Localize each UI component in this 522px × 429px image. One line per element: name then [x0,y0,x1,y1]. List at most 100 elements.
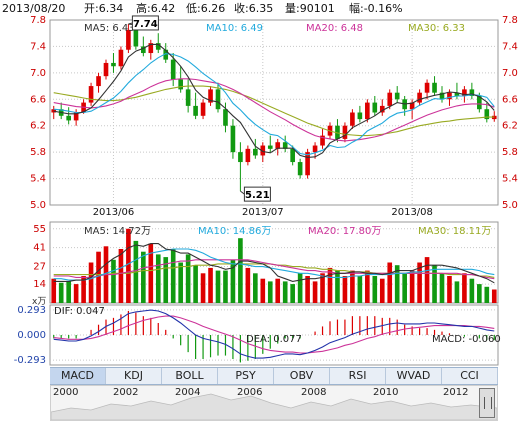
price-ma5-label: MA5: 6.43 [84,23,135,34]
volume-bar [253,273,258,303]
volume-bar [88,262,94,303]
volume-bar [282,281,288,303]
annotation-label: 7.74 [133,19,158,30]
volume-bar [163,257,169,303]
volume-ma10-line [53,248,495,281]
candle-up [88,86,94,103]
volume-bar [417,262,422,303]
timeline-navigator[interactable]: 2000 2002 2004 2006 2008 2010 2012 [50,385,498,421]
volume-tick-label: 14 [33,279,46,290]
timeline-year: 2010 [373,387,399,398]
candle-up [96,76,101,87]
macd-value-label: MACD: -0.060 [432,334,501,345]
price-tick-label: 6.6 [30,94,46,105]
volume-bar [238,238,243,303]
candle-up [148,43,154,54]
price-tick-label: 7.0 [30,68,46,79]
volume-ma20-label: MA20: 17.80万 [308,226,381,237]
volume-bar [424,257,430,303]
tab-boll[interactable]: BOLL [162,368,218,384]
candle-down [372,102,378,113]
price-ma10-line [53,53,495,156]
price-tick-label: 5.8 [30,147,46,158]
candle-up [275,142,281,149]
volume-bar [312,281,318,303]
candle-up [118,49,124,67]
price-month-label: 2013/06 [93,207,135,218]
volume-bar [477,284,482,303]
price-tick-label-right: 5.4 [502,174,518,185]
volume-bar [320,273,325,303]
tab-wvad[interactable]: WVAD [386,368,442,384]
timeline-drag-handle[interactable] [479,388,495,418]
volume-bar [170,249,176,303]
volume-bar [335,270,340,303]
candle-up [200,102,206,116]
volume-bar [193,265,198,303]
tab-psy[interactable]: PSY [218,368,274,384]
candle-down [432,82,437,93]
volume-bar [469,278,475,303]
candle-down [163,49,169,60]
price-panel [49,19,499,206]
tab-obv[interactable]: OBV [274,368,330,384]
volume-bar [58,282,64,303]
price-tick-label-right: 6.2 [502,121,518,132]
candle-down [335,125,340,139]
volume-bar [447,276,452,303]
annotation-leader [128,22,133,25]
volume-bar [81,276,86,303]
candle-down [297,162,303,176]
price-ma10-label: MA10: 6.49 [206,23,263,34]
volume-bar [372,276,378,303]
volume-ma5-line [53,243,495,284]
candle-down [230,125,236,153]
volume-bar [230,259,236,303]
volume-tick-label: 27 [33,262,46,273]
candle-up [208,89,213,103]
volume-bar [208,267,213,303]
price-tick-label: 7.4 [30,41,46,52]
candle-up [320,135,325,146]
tab-rsi[interactable]: RSI [330,368,386,384]
candle-up [387,92,393,106]
candle-down [223,109,228,126]
volume-bar [66,281,71,303]
timeline-year: 2006 [237,387,263,398]
header-field: 量:90101 [285,2,335,15]
candle-up [365,102,370,120]
macd-tick-label: 0.000 [17,330,46,341]
volume-bar [432,265,437,303]
candle-up [379,105,385,113]
tab-kdj[interactable]: KDJ [106,368,162,384]
candle-up [305,152,310,176]
candle-down [439,92,445,100]
volume-bar [297,273,303,303]
candle-up [342,125,348,139]
candle-down [484,109,490,120]
volume-tick-label: 55 [33,224,46,235]
price-tick-label: 7.8 [30,15,46,26]
tab-macd[interactable]: MACD [50,368,106,384]
volume-bar [51,278,57,303]
volume-ma5-label: MA5: 14.72万 [84,226,151,237]
volume-ma20-line [53,259,495,280]
tab-cci[interactable]: CCI [442,368,498,384]
volume-bar [327,267,333,303]
candle-up [245,148,251,163]
candle-down [66,115,71,121]
candle-down [267,145,273,149]
candle-down [215,89,221,110]
annotation-box [131,15,159,31]
volume-unit-label: x万 [32,297,46,307]
volume-panel [49,221,499,304]
volume-bar [439,273,445,303]
candle-up [260,145,266,156]
indicator-tabbar: MACD KDJ BOLL PSY OBV RSI WVAD CCI [50,367,498,385]
volume-bar [462,273,467,303]
volume-bar [409,270,415,303]
header-field: 2013/08/20 [2,2,65,15]
candle-down [178,79,183,90]
candle-down [170,59,176,80]
